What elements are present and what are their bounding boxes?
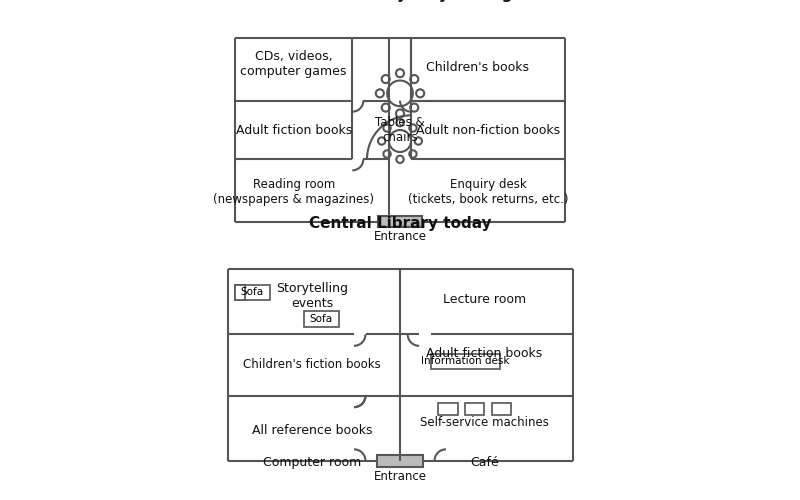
Text: Sofa: Sofa: [241, 287, 264, 297]
Text: Information desk: Information desk: [421, 356, 510, 366]
Bar: [438, 404, 458, 415]
Text: Central Library 20 years ago: Central Library 20 years ago: [278, 0, 522, 2]
Text: Self-service machines: Self-service machines: [420, 416, 549, 429]
Bar: [378, 216, 422, 227]
Text: Adult fiction books: Adult fiction books: [426, 347, 542, 360]
Text: CDs, videos,
computer games: CDs, videos, computer games: [241, 50, 347, 78]
Text: Adult fiction books: Adult fiction books: [235, 124, 352, 136]
Text: Entrance: Entrance: [374, 230, 426, 243]
Text: Entrance: Entrance: [374, 470, 426, 482]
Text: Café: Café: [470, 456, 498, 469]
Bar: [235, 284, 270, 300]
Bar: [430, 354, 500, 369]
Bar: [304, 312, 338, 326]
Text: Children's books: Children's books: [426, 61, 529, 74]
Bar: [465, 404, 484, 415]
Text: Enquiry desk
(tickets, book returns, etc.): Enquiry desk (tickets, book returns, etc…: [408, 178, 568, 206]
Bar: [377, 455, 423, 466]
Bar: [235, 284, 245, 300]
Text: Computer room: Computer room: [262, 456, 361, 469]
Bar: [492, 404, 511, 415]
Text: Children's fiction books: Children's fiction books: [243, 358, 381, 372]
Text: All reference books: All reference books: [251, 424, 372, 436]
Text: Reading room
(newspapers & magazines): Reading room (newspapers & magazines): [213, 178, 374, 206]
Text: Sofa: Sofa: [310, 314, 333, 324]
Text: Lecture room: Lecture room: [442, 294, 526, 306]
Text: Tables &
chairs: Tables & chairs: [375, 116, 425, 144]
Text: Adult non-fiction books: Adult non-fiction books: [416, 124, 560, 136]
Text: Storytelling
events: Storytelling events: [276, 282, 348, 310]
Text: Central Library today: Central Library today: [309, 216, 491, 230]
